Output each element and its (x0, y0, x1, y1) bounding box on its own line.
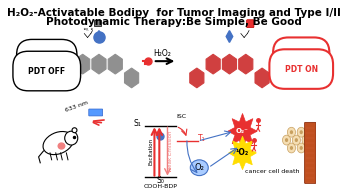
Polygon shape (92, 54, 106, 74)
Text: S₁: S₁ (134, 119, 141, 128)
Circle shape (300, 130, 303, 134)
Text: FL ON: FL ON (288, 53, 314, 62)
Polygon shape (255, 68, 269, 88)
Polygon shape (125, 68, 139, 88)
Text: O₂: O₂ (194, 163, 204, 172)
Polygon shape (108, 54, 122, 74)
Polygon shape (206, 54, 220, 74)
Polygon shape (76, 54, 90, 74)
Circle shape (297, 127, 305, 137)
Text: Photodynamic Therapy:Be Simple, Be Good: Photodynamic Therapy:Be Simple, Be Good (46, 17, 302, 27)
Polygon shape (229, 136, 256, 170)
Text: ISC: ISC (176, 114, 187, 119)
Polygon shape (226, 31, 233, 42)
Text: H₂O₂-Activatable Bodipy  for Tumor Imaging and Type I/II: H₂O₂-Activatable Bodipy for Tumor Imagin… (7, 8, 341, 18)
Polygon shape (228, 113, 257, 149)
Text: Weak Emission: Weak Emission (168, 131, 173, 172)
Text: S₀: S₀ (156, 176, 164, 184)
Text: FL OFF: FL OFF (32, 55, 62, 64)
Polygon shape (190, 68, 204, 88)
Text: PDT OFF: PDT OFF (28, 67, 65, 76)
Text: T₁: T₁ (198, 134, 206, 143)
Ellipse shape (43, 132, 73, 155)
Text: cancer cell death: cancer cell death (245, 169, 300, 174)
Text: H₂O₂: H₂O₂ (154, 49, 172, 58)
Polygon shape (222, 54, 237, 74)
FancyBboxPatch shape (89, 109, 103, 116)
Ellipse shape (72, 128, 77, 133)
Circle shape (285, 138, 288, 142)
Ellipse shape (58, 143, 65, 149)
Text: ¹O₂: ¹O₂ (236, 148, 249, 157)
Circle shape (295, 138, 298, 142)
Text: $\circ_{\backslash\backslash}\circ$: $\circ_{\backslash\backslash}\circ$ (81, 26, 94, 34)
Ellipse shape (65, 131, 78, 145)
Text: PDT ON: PDT ON (285, 65, 318, 74)
Circle shape (290, 130, 293, 134)
Polygon shape (96, 31, 102, 42)
Text: Excitation: Excitation (149, 138, 154, 165)
Circle shape (287, 127, 295, 137)
Circle shape (300, 146, 303, 150)
Text: 633 nm: 633 nm (65, 100, 89, 112)
Ellipse shape (190, 160, 208, 176)
Text: COOH-BDP: COOH-BDP (143, 184, 177, 189)
Circle shape (290, 146, 293, 150)
Polygon shape (59, 68, 73, 88)
Text: O₂⁻: O₂⁻ (236, 128, 249, 134)
FancyBboxPatch shape (304, 122, 316, 184)
Circle shape (302, 135, 310, 145)
Circle shape (292, 135, 300, 145)
FancyBboxPatch shape (94, 20, 101, 26)
Circle shape (287, 143, 295, 153)
Polygon shape (239, 54, 253, 74)
Circle shape (297, 143, 305, 153)
FancyBboxPatch shape (247, 20, 254, 28)
Circle shape (304, 138, 308, 142)
Circle shape (283, 135, 291, 145)
